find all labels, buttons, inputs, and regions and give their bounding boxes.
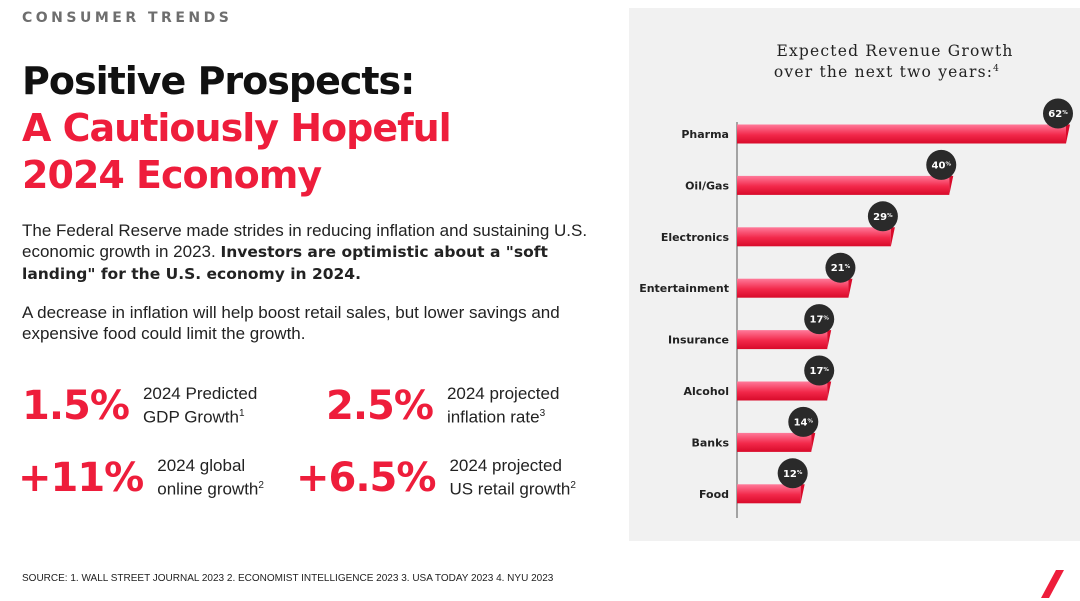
stat-retail-growth: +6.5% 2024 projected US retail growth2 xyxy=(296,455,576,501)
value-badge-pharma xyxy=(1043,98,1073,129)
footnote-marker: 2 xyxy=(570,480,576,492)
stat-value: +11% xyxy=(18,455,144,501)
page-headline: Positive Prospects: A Cautiously Hopeful… xyxy=(22,58,452,199)
bar-alcohol xyxy=(737,381,828,401)
stat-label-line-2: online growth xyxy=(157,479,259,499)
value-label-banks: 14% xyxy=(794,417,814,428)
category-label-electronics: Electronics xyxy=(661,231,730,244)
value-label-insurance: 17% xyxy=(809,315,829,326)
bar-tip-insurance xyxy=(827,330,832,350)
stat-label-line-2: inflation rate xyxy=(446,407,540,427)
outlook-paragraph: A decrease in inflation will help boost … xyxy=(22,303,560,343)
category-label-oil-gas: Oil/Gas xyxy=(685,179,729,192)
bar-tip-entertainment xyxy=(848,278,853,298)
stat-label-line-1: 2024 projected xyxy=(449,456,562,476)
stat-label-line-1: 2024 Predicted xyxy=(142,384,258,404)
stat-gdp-growth: 1.5% 2024 Predicted GDP Growth1 xyxy=(22,383,257,429)
value-badge-oil-gas xyxy=(926,149,957,180)
value-label-alcohol: 17% xyxy=(809,366,829,377)
value-badge-entertainment xyxy=(825,252,856,283)
value-label-food: 12% xyxy=(783,469,803,480)
footnote-marker: 1 xyxy=(239,408,245,420)
value-badge-insurance xyxy=(804,304,835,335)
bar-entertainment xyxy=(737,278,849,298)
footnote-marker: 2 xyxy=(258,480,264,492)
bar-tip-pharma xyxy=(1066,124,1070,144)
value-badge-food xyxy=(777,458,808,489)
value-label-entertainment: 21% xyxy=(831,263,851,274)
value-badge-alcohol xyxy=(804,355,835,386)
intro-bold-text: Investors are optimistic about a "soft l… xyxy=(22,243,548,283)
chart-title-footnote: 4 xyxy=(993,64,1000,74)
chart-bars: Pharma 62% Oil/Gas 40% Electronics 29% Enterta… xyxy=(639,98,1073,504)
bar-tip-alcohol xyxy=(827,381,832,401)
bar-pharma xyxy=(737,124,1066,144)
headline-line-1: Positive Prospects: xyxy=(22,59,415,103)
value-label-oil-gas: 40% xyxy=(932,160,952,171)
stat-inflation-rate: 2.5% 2024 projected inflation rate3 xyxy=(326,383,559,429)
chart-title-line-1: Expected Revenue Growth xyxy=(776,42,1013,60)
stat-label-line-2: US retail growth xyxy=(449,479,571,499)
section-eyebrow: CONSUMER TRENDS xyxy=(22,10,233,26)
intro-plain-text: The Federal Reserve made strides in redu… xyxy=(22,221,588,261)
stat-online-growth: +11% 2024 global online growth2 xyxy=(18,455,264,501)
chart-title-text: over the next two years: xyxy=(774,63,993,81)
category-label-food: Food xyxy=(699,488,729,501)
category-label-pharma: Pharma xyxy=(681,128,729,141)
headline-line-2: A Cautiously Hopeful xyxy=(22,106,452,150)
revenue-growth-chart: Expected Revenue Growth over the next tw… xyxy=(639,42,1073,518)
intro-paragraph: The Federal Reserve made strides in redu… xyxy=(22,220,612,285)
value-badge-electronics xyxy=(867,201,898,232)
value-label-electronics: 29% xyxy=(873,212,893,223)
stat-label-line-1: 2024 global xyxy=(157,456,246,476)
bar-oil-gas xyxy=(737,175,950,195)
stat-value: 1.5% xyxy=(22,383,130,429)
bar-tip-banks xyxy=(811,432,816,452)
bar-electronics xyxy=(737,227,891,247)
bar-tip-electronics xyxy=(890,227,895,247)
bar-tip-food xyxy=(800,484,805,504)
source-footnote: SOURCE: 1. WALL STREET JOURNAL 2023 2. E… xyxy=(22,573,554,584)
stat-value: 2.5% xyxy=(326,383,434,429)
headline-line-3: 2024 Economy xyxy=(22,153,322,197)
bar-tip-oil-gas xyxy=(949,175,954,195)
value-label-pharma: 62% xyxy=(1048,109,1068,120)
footnote-marker: 3 xyxy=(539,408,546,420)
bar-banks xyxy=(737,432,812,452)
category-label-insurance: Insurance xyxy=(668,334,729,347)
stat-label-line-1: 2024 projected xyxy=(446,384,560,404)
brand-slash-mark xyxy=(1041,570,1064,598)
stat-label: 2024 projected inflation rate3 xyxy=(447,384,559,428)
category-label-alcohol: Alcohol xyxy=(683,385,729,398)
value-badge-banks xyxy=(788,406,819,437)
category-label-entertainment: Entertainment xyxy=(639,282,729,295)
stat-label: 2024 global online growth2 xyxy=(157,456,264,500)
stat-label: 2024 projected US retail growth2 xyxy=(449,456,576,500)
chart-panel: Expected Revenue Growth over the next tw… xyxy=(629,8,1080,541)
bar-food xyxy=(737,484,801,504)
category-label-banks: Banks xyxy=(691,436,729,449)
chart-title-line-2: over the next two years:4 xyxy=(774,63,1000,81)
bar-insurance xyxy=(737,330,828,350)
stat-value: +6.5% xyxy=(296,455,436,501)
stat-label: 2024 Predicted GDP Growth1 xyxy=(143,384,257,428)
stat-label-line-2: GDP Growth xyxy=(142,407,239,427)
